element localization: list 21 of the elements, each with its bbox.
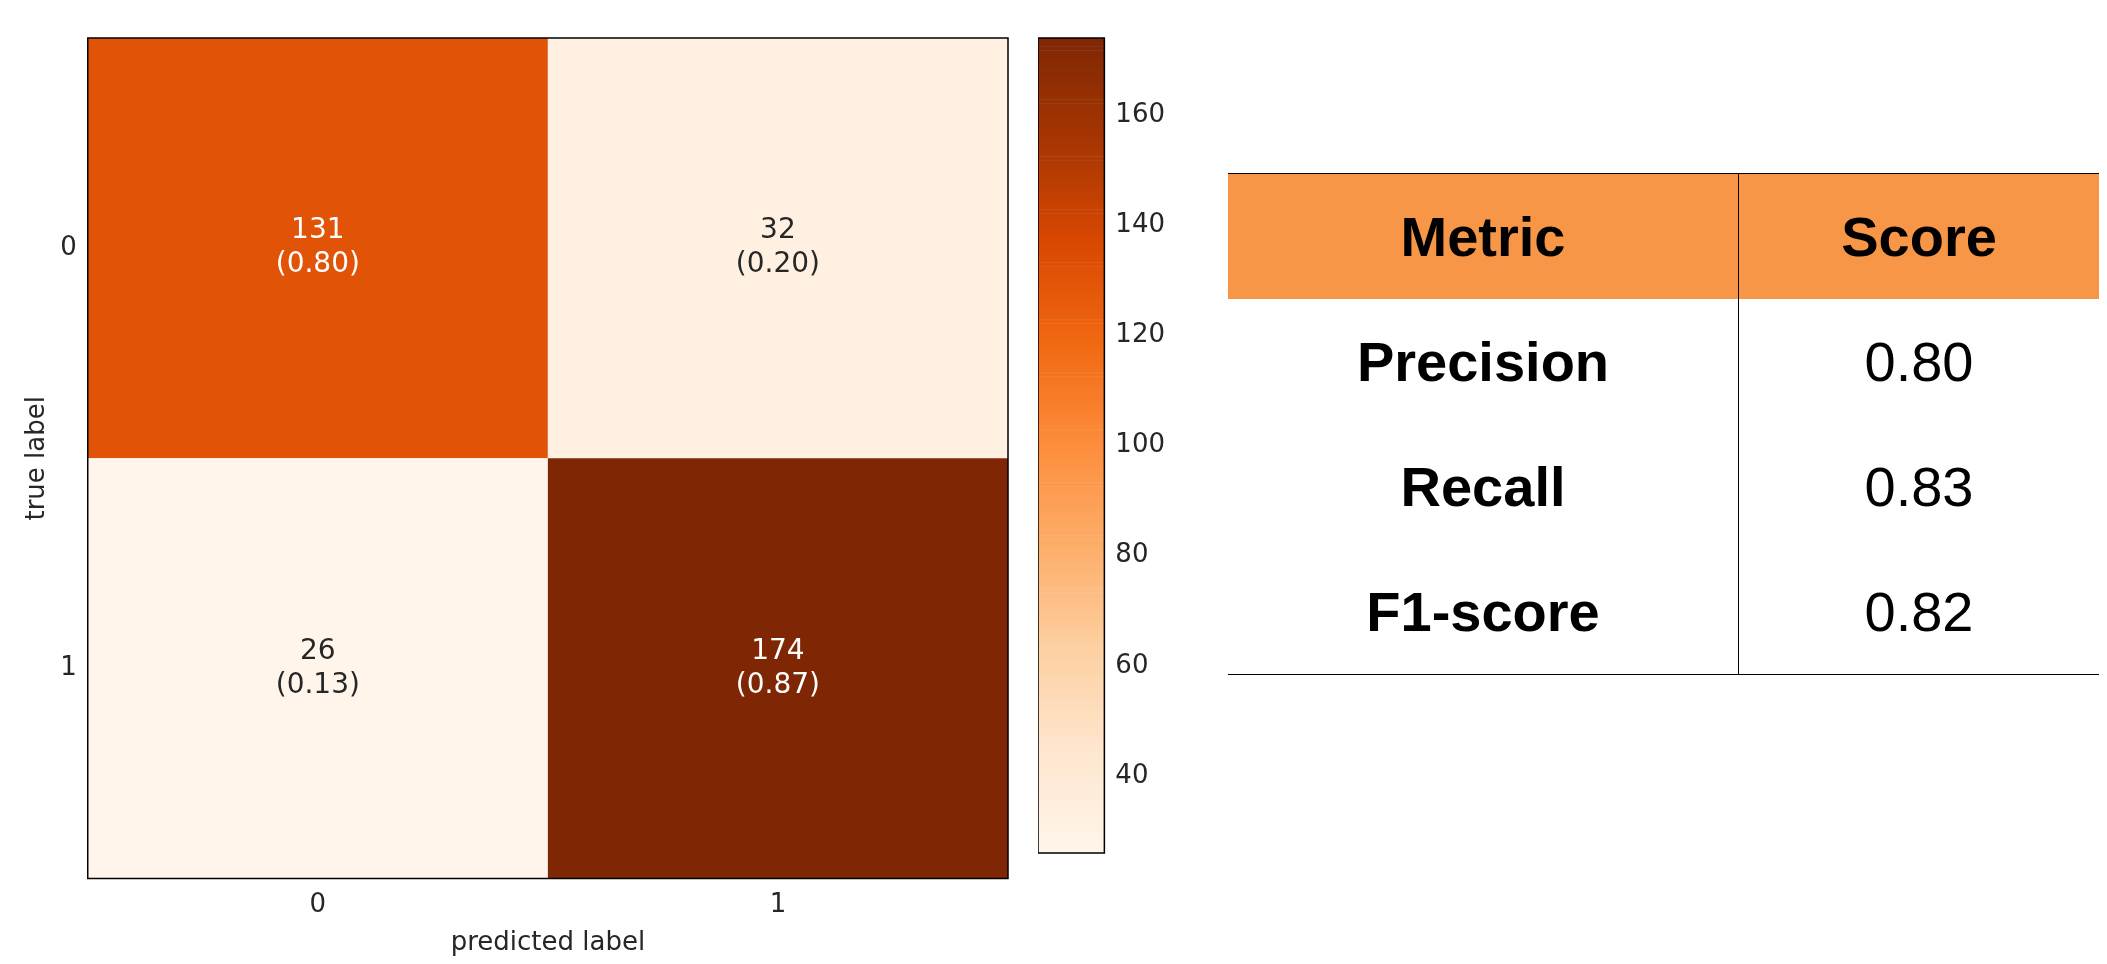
color-bar-label: 120 [1115,318,1166,349]
text: 0.82 [1863,579,1975,645]
data-label: 131 (0.80) [275,212,360,280]
color-bar-label: 80 [1115,538,1149,569]
y-axis-title: true label [20,396,51,521]
data-label: 174 (0.87) [735,632,821,700]
data-label: 26 (0.13) [275,632,360,700]
color-bar-label: 160 [1115,97,1166,128]
color-bar-label: 40 [1115,758,1149,789]
text: Precision [1228,299,1739,424]
text: Metric [1228,173,1739,299]
text: Score [1738,173,2099,299]
text: 0.83 [1863,454,1975,520]
color-bar-label: 140 [1115,207,1166,238]
text: 0.80 [1863,329,1975,395]
color-bar-label: 100 [1115,428,1166,459]
data-label: 32 (0.20) [735,212,821,280]
color-bar-label: 60 [1115,648,1149,679]
text: F1-score [1228,549,1739,675]
text: Recall [1228,424,1739,549]
x-axis-title: predicted label [450,926,646,957]
